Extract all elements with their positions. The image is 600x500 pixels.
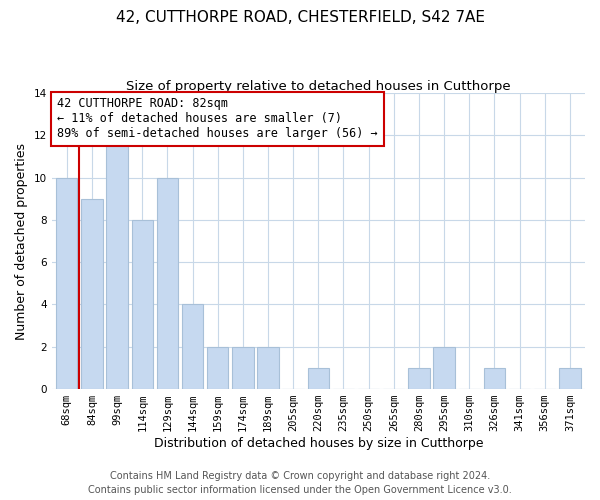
- Text: 42 CUTTHORPE ROAD: 82sqm
← 11% of detached houses are smaller (7)
89% of semi-de: 42 CUTTHORPE ROAD: 82sqm ← 11% of detach…: [57, 98, 377, 140]
- Bar: [408, 368, 430, 389]
- Bar: [484, 368, 505, 389]
- Bar: [131, 220, 153, 389]
- Bar: [207, 347, 229, 389]
- Bar: [157, 178, 178, 389]
- Bar: [257, 347, 279, 389]
- Text: Contains HM Land Registry data © Crown copyright and database right 2024.
Contai: Contains HM Land Registry data © Crown c…: [88, 471, 512, 495]
- Bar: [433, 347, 455, 389]
- Y-axis label: Number of detached properties: Number of detached properties: [15, 142, 28, 340]
- Bar: [182, 304, 203, 389]
- Bar: [308, 368, 329, 389]
- Bar: [81, 198, 103, 389]
- Bar: [559, 368, 581, 389]
- Title: Size of property relative to detached houses in Cutthorpe: Size of property relative to detached ho…: [126, 80, 511, 93]
- Text: 42, CUTTHORPE ROAD, CHESTERFIELD, S42 7AE: 42, CUTTHORPE ROAD, CHESTERFIELD, S42 7A…: [115, 10, 485, 25]
- X-axis label: Distribution of detached houses by size in Cutthorpe: Distribution of detached houses by size …: [154, 437, 483, 450]
- Bar: [56, 178, 77, 389]
- Bar: [106, 136, 128, 389]
- Bar: [232, 347, 254, 389]
